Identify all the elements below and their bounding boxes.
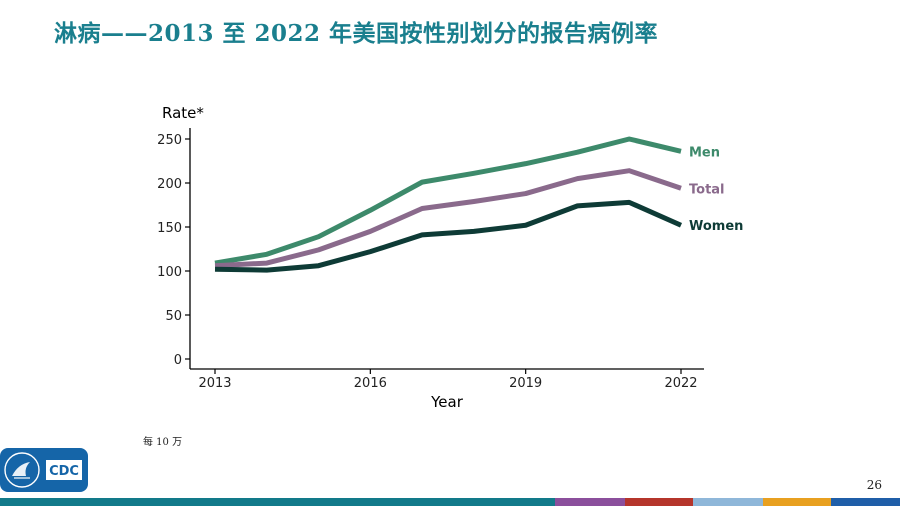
bar-segment-orange (763, 498, 831, 506)
cdc-logo-text: CDC (49, 464, 79, 479)
x-tick-label: 2016 (354, 376, 387, 391)
x-tick-label: 2013 (198, 376, 231, 391)
x-axis-label: Year (430, 393, 464, 411)
y-tick-label: 150 (157, 221, 182, 236)
bar-segment-blue (831, 498, 900, 506)
series-label-total: Total (689, 182, 725, 197)
y-tick-label: 50 (165, 309, 182, 324)
x-tick-label: 2022 (664, 376, 697, 391)
y-tick-label: 200 (157, 177, 182, 192)
y-tick-label: 250 (157, 133, 182, 148)
bar-segment-teal (0, 498, 555, 506)
series-label-men: Men (689, 145, 720, 160)
bar-segment-red (625, 498, 693, 506)
y-axis-label: Rate* (162, 104, 204, 122)
bar-segment-purple (555, 498, 625, 506)
series-line-total (214, 168, 682, 269)
page-number: 26 (866, 478, 882, 492)
series-label-women: Women (689, 219, 743, 234)
y-tick-label: 100 (157, 265, 182, 280)
footnote: 每 10 万 (143, 437, 183, 448)
cdc-logo: CDC (0, 448, 88, 492)
series-line-men (214, 136, 682, 266)
x-tick-label: 2019 (509, 376, 542, 391)
slide-title: 淋病——2013 至 2022 年美国按性别划分的报告病例率 (54, 20, 659, 47)
y-tick-label: 0 (174, 353, 182, 368)
series-line-women (214, 199, 683, 273)
bar-segment-lightblue (693, 498, 763, 506)
bottom-color-bar (0, 498, 900, 506)
